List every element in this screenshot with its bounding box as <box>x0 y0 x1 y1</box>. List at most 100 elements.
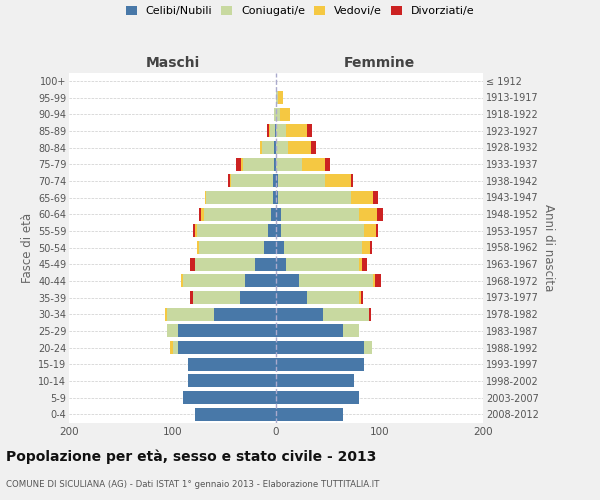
Bar <box>256 258 276 270</box>
Bar <box>181 274 183 287</box>
Bar <box>311 141 316 154</box>
Bar <box>199 241 263 254</box>
Bar <box>205 191 206 204</box>
Bar <box>202 208 203 220</box>
Bar <box>276 191 278 204</box>
Bar <box>359 208 377 220</box>
Bar <box>275 124 276 138</box>
Bar <box>362 241 370 254</box>
Bar <box>241 158 243 170</box>
Bar <box>286 124 307 138</box>
Bar <box>167 324 178 338</box>
Text: Popolazione per età, sesso e stato civile - 2013: Popolazione per età, sesso e stato civil… <box>6 450 376 464</box>
Bar <box>281 224 364 237</box>
Bar <box>276 141 289 154</box>
Bar <box>359 291 361 304</box>
Bar <box>289 141 311 154</box>
Bar <box>299 274 373 287</box>
Bar <box>195 258 256 270</box>
Bar <box>364 224 376 237</box>
Bar <box>232 174 273 188</box>
Bar <box>364 341 372 354</box>
Bar <box>190 291 193 304</box>
Y-axis label: Fasce di età: Fasce di età <box>20 212 34 282</box>
Bar <box>193 224 195 237</box>
Bar <box>197 224 268 237</box>
Bar <box>245 274 276 287</box>
Bar <box>278 91 283 104</box>
Bar <box>197 241 199 254</box>
Bar <box>260 141 262 154</box>
Bar <box>307 124 312 138</box>
Bar <box>271 208 276 220</box>
Bar <box>273 174 276 188</box>
Bar <box>190 258 195 270</box>
Bar <box>276 158 302 170</box>
Bar <box>229 174 230 188</box>
Bar <box>369 308 371 320</box>
Bar <box>170 341 173 354</box>
Bar <box>274 108 276 120</box>
Bar <box>236 158 241 170</box>
Bar <box>362 258 367 270</box>
Bar <box>278 174 325 188</box>
Bar <box>359 258 362 270</box>
Bar <box>370 241 372 254</box>
Bar <box>276 124 286 138</box>
Bar <box>276 291 307 304</box>
Bar <box>307 291 359 304</box>
Bar <box>376 224 379 237</box>
Bar <box>178 324 276 338</box>
Bar <box>276 274 299 287</box>
Bar <box>183 391 276 404</box>
Bar <box>263 241 276 254</box>
Bar <box>243 158 274 170</box>
Bar <box>203 208 271 220</box>
Bar <box>276 241 284 254</box>
Bar <box>373 274 376 287</box>
Bar <box>165 308 167 320</box>
Bar <box>281 208 359 220</box>
Legend: Celibi/Nubili, Coniugati/e, Vedovi/e, Divorziati/e: Celibi/Nubili, Coniugati/e, Vedovi/e, Di… <box>121 1 479 20</box>
Bar <box>269 124 270 138</box>
Bar <box>276 174 278 188</box>
Bar <box>193 291 240 304</box>
Text: Femmine: Femmine <box>344 56 415 70</box>
Bar <box>276 341 364 354</box>
Bar <box>278 191 350 204</box>
Bar <box>183 274 245 287</box>
Bar <box>270 124 275 138</box>
Bar <box>325 174 350 188</box>
Bar <box>195 224 197 237</box>
Bar <box>284 241 362 254</box>
Bar <box>276 374 353 388</box>
Bar <box>230 174 232 188</box>
Bar <box>325 158 330 170</box>
Bar <box>206 191 273 204</box>
Bar <box>276 408 343 420</box>
Bar <box>178 341 276 354</box>
Bar <box>240 291 276 304</box>
Bar <box>214 308 276 320</box>
Bar <box>276 391 359 404</box>
Bar <box>302 158 325 170</box>
Bar <box>167 308 214 320</box>
Bar <box>276 258 286 270</box>
Bar <box>276 308 323 320</box>
Bar <box>188 374 276 388</box>
Bar <box>350 174 353 188</box>
Bar <box>276 324 343 338</box>
Bar <box>195 408 276 420</box>
Text: Maschi: Maschi <box>145 56 200 70</box>
Text: COMUNE DI SICULIANA (AG) - Dati ISTAT 1° gennaio 2013 - Elaborazione TUTTITALIA.: COMUNE DI SICULIANA (AG) - Dati ISTAT 1°… <box>6 480 379 489</box>
Bar <box>262 141 274 154</box>
Bar <box>373 191 379 204</box>
Bar <box>274 158 276 170</box>
Bar <box>199 208 202 220</box>
Bar <box>266 124 269 138</box>
Bar <box>376 274 380 287</box>
Bar <box>280 108 290 120</box>
Bar <box>276 208 281 220</box>
Bar <box>343 324 359 338</box>
Bar <box>286 258 359 270</box>
